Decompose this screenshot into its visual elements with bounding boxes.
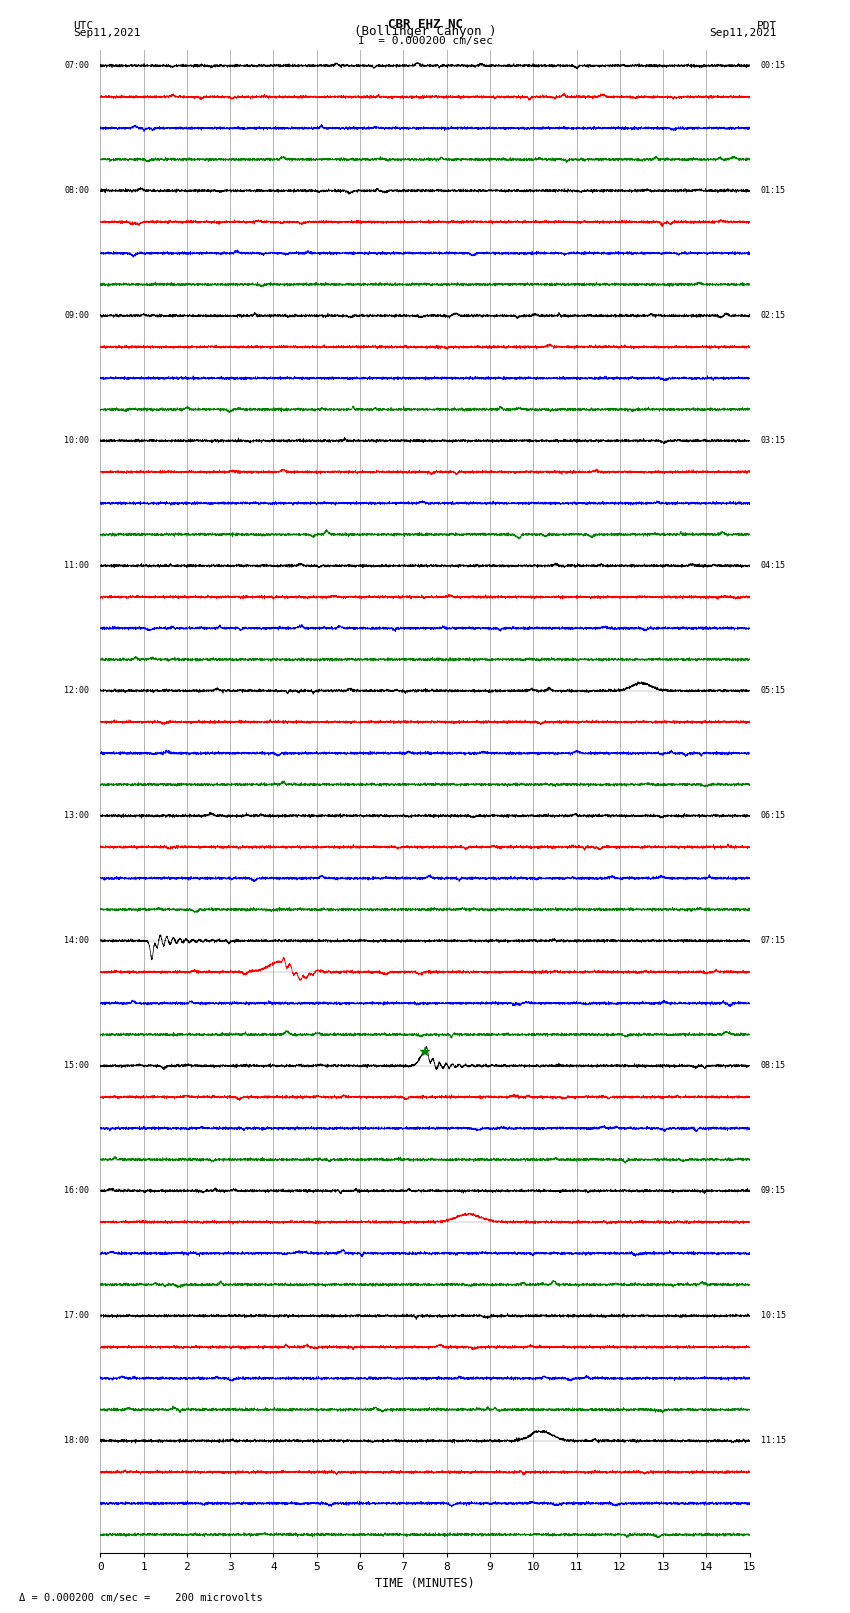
Text: UTC: UTC bbox=[73, 21, 94, 31]
Text: Sep11,2021: Sep11,2021 bbox=[710, 29, 777, 39]
Text: 03:15: 03:15 bbox=[761, 436, 785, 445]
Text: 15:00: 15:00 bbox=[65, 1061, 89, 1071]
Text: 07:00: 07:00 bbox=[65, 61, 89, 69]
Text: 14:00: 14:00 bbox=[65, 936, 89, 945]
Text: 05:15: 05:15 bbox=[761, 686, 785, 695]
Text: 09:00: 09:00 bbox=[65, 311, 89, 319]
Text: 18:00: 18:00 bbox=[65, 1436, 89, 1445]
Text: CBR EHZ NC: CBR EHZ NC bbox=[388, 18, 462, 31]
Text: Sep11,2021: Sep11,2021 bbox=[73, 29, 140, 39]
Text: 08:00: 08:00 bbox=[65, 185, 89, 195]
Text: 00:15: 00:15 bbox=[761, 61, 785, 69]
Text: (Bollinger Canyon ): (Bollinger Canyon ) bbox=[354, 26, 496, 39]
Text: 11:00: 11:00 bbox=[65, 561, 89, 569]
Text: 11:15: 11:15 bbox=[761, 1436, 785, 1445]
Text: 04:15: 04:15 bbox=[761, 561, 785, 569]
Text: Δ = 0.000200 cm/sec =    200 microvolts: Δ = 0.000200 cm/sec = 200 microvolts bbox=[19, 1594, 263, 1603]
Text: 08:15: 08:15 bbox=[761, 1061, 785, 1071]
Text: 06:15: 06:15 bbox=[761, 811, 785, 821]
Text: 01:15: 01:15 bbox=[761, 185, 785, 195]
Text: 10:00: 10:00 bbox=[65, 436, 89, 445]
X-axis label: TIME (MINUTES): TIME (MINUTES) bbox=[375, 1576, 475, 1589]
Text: 07:15: 07:15 bbox=[761, 936, 785, 945]
Text: 17:00: 17:00 bbox=[65, 1311, 89, 1321]
Text: I  = 0.000200 cm/sec: I = 0.000200 cm/sec bbox=[358, 35, 492, 47]
Text: 09:15: 09:15 bbox=[761, 1186, 785, 1195]
Text: 12:00: 12:00 bbox=[65, 686, 89, 695]
Text: 10:15: 10:15 bbox=[761, 1311, 785, 1321]
Text: PDT: PDT bbox=[756, 21, 777, 31]
Text: 13:00: 13:00 bbox=[65, 811, 89, 821]
Text: 02:15: 02:15 bbox=[761, 311, 785, 319]
Text: 16:00: 16:00 bbox=[65, 1186, 89, 1195]
